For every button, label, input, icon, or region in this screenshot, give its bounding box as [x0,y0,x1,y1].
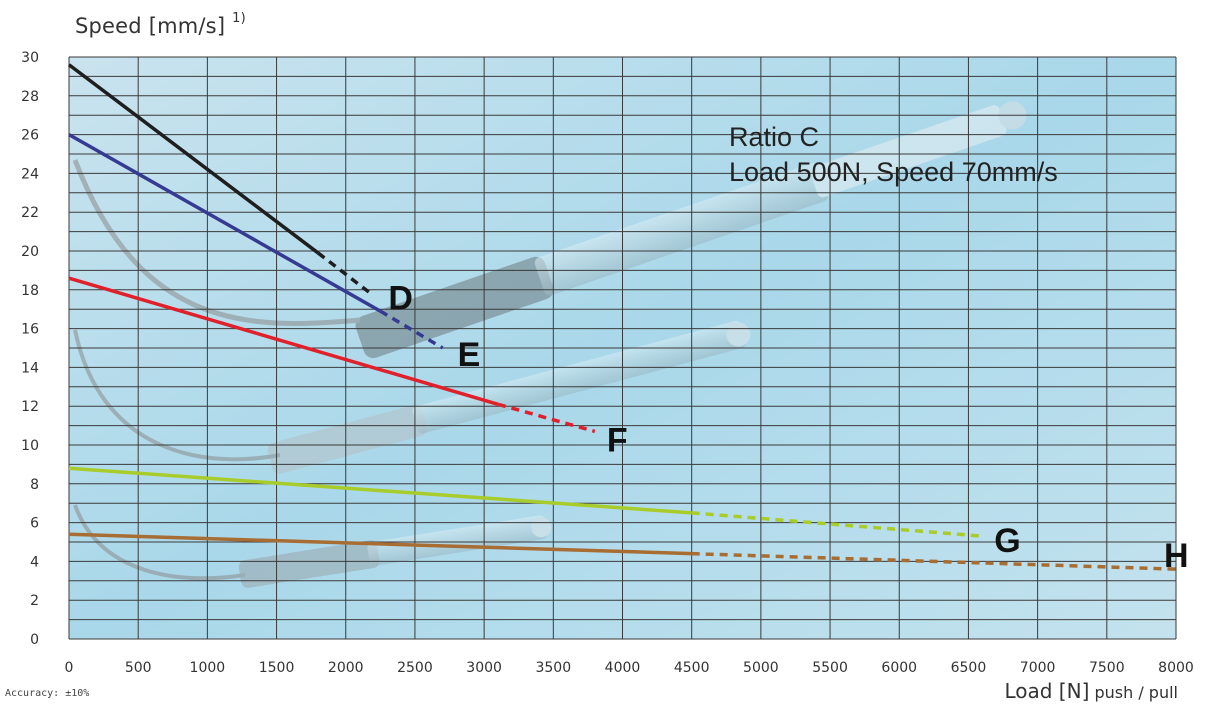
x-tick-label: 3500 [535,660,571,676]
y-tick-label: 18 [21,283,39,299]
series-line-dashed [691,511,983,538]
y-axis-title: Speed [mm/s] 1) [75,11,246,38]
x-tick-label: 0 [65,660,74,676]
series-line-dashed [379,309,444,350]
x-tick-label: 4500 [674,660,710,676]
y-tick-label: 30 [21,50,39,66]
x-tick-label: 7000 [1020,660,1056,676]
x-tick-label: 5500 [812,660,848,676]
x-tick-label: 1500 [259,660,295,676]
series-label: D [388,280,413,318]
series-g: G [68,466,1021,560]
series-e: E [68,133,481,374]
data-series: D E F G H [67,63,1189,575]
y-tick-label: 8 [30,477,39,493]
x-tick-label: 1000 [190,660,226,676]
series-label: H [1164,537,1189,575]
series-line-solid [68,133,382,313]
series-line-solid [68,532,692,556]
y-tick-label: 20 [21,244,39,260]
series-d: D [67,63,413,318]
y-tick-label: 16 [21,322,39,338]
series-label: F [607,421,628,459]
y-tick-label: 10 [21,438,39,454]
series-line-dashed [691,551,1177,571]
x-tick-label: 8000 [1158,660,1194,676]
series-f: F [68,276,628,459]
series-label: G [994,522,1020,560]
y-tick-label: 24 [21,166,39,182]
y-axis-footnote-marker: 1) [232,11,246,26]
series-line-solid [68,276,499,406]
series-line-dashed [497,402,596,434]
y-tick-label: 28 [21,89,39,105]
x-tick-label: 6000 [881,660,917,676]
x-tick-label: 3000 [466,660,502,676]
x-axis-sublabel: push / pull [1094,683,1178,702]
x-tick-label: 2500 [397,660,433,676]
grid [68,56,1177,640]
series-h: H [68,532,1189,575]
y-axis-label: Speed [mm/s] [75,14,226,38]
x-tick-labels: 0 500 1000 1500 2000 2500 3000 3500 4000 4500 5000… [65,660,1194,676]
series-line-solid [68,466,692,515]
accuracy-note: Accuracy: ±10% [5,688,90,699]
y-tick-label: 4 [30,554,39,570]
x-tick-label: 500 [125,660,152,676]
y-tick-label: 14 [21,360,39,376]
y-tick-label: 2 [30,593,39,609]
x-axis-label: Load [N] [1004,679,1090,703]
y-tick-label: 26 [21,128,39,144]
y-tick-label: 6 [30,516,39,532]
series-label: E [458,336,481,374]
chart-annotation: Ratio C Load 500N, Speed 70mm/s [729,120,1058,190]
x-tick-label: 7500 [1089,660,1125,676]
x-tick-label: 5000 [743,660,779,676]
x-tick-label: 6500 [951,660,987,676]
series-line-dashed [317,251,375,298]
x-tick-label: 4000 [605,660,641,676]
y-tick-label: 22 [21,205,39,221]
y-tick-label: 0 [30,632,39,648]
series-line-solid [67,63,320,255]
x-axis-title: Load [N] push / pull [1004,679,1178,703]
annotation-line-2: Load 500N, Speed 70mm/s [729,157,1058,187]
annotation-line-1: Ratio C [729,122,820,152]
x-tick-label: 2000 [328,660,364,676]
background-actuator-images [72,101,1027,588]
y-tick-label: 12 [21,399,39,415]
